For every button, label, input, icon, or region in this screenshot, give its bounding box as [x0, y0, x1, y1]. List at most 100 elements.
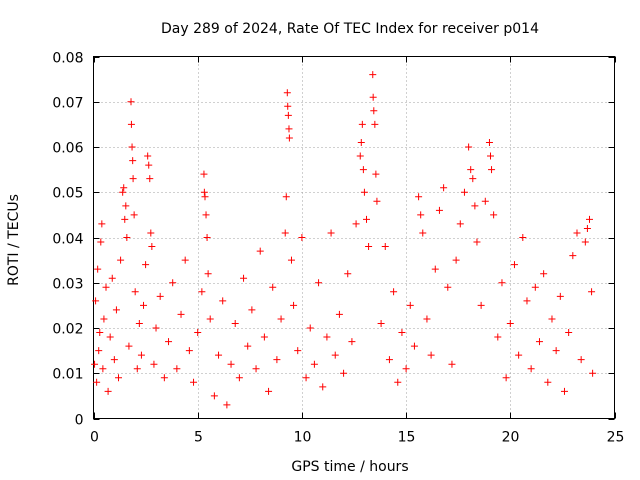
- data-point: [177, 310, 185, 318]
- data-point: [583, 224, 591, 232]
- data-point: [588, 288, 596, 296]
- data-point: [560, 387, 568, 395]
- data-point: [140, 301, 148, 309]
- x-tick-label: 20: [502, 430, 520, 446]
- data-point: [96, 329, 104, 337]
- data-point: [125, 342, 133, 350]
- data-point: [147, 229, 155, 237]
- data-point: [469, 175, 477, 183]
- x-axis-title: GPS time / hours: [291, 459, 408, 475]
- data-point: [165, 338, 173, 346]
- chart-title: Day 289 of 2024, Rate Of TEC Index for r…: [161, 21, 539, 37]
- data-point: [160, 374, 168, 382]
- data-point: [359, 166, 367, 174]
- data-point: [108, 274, 116, 282]
- data-point: [319, 383, 327, 391]
- data-point: [440, 184, 448, 192]
- data-point: [515, 351, 523, 359]
- data-point: [552, 347, 560, 355]
- data-point: [390, 288, 398, 296]
- data-point: [201, 193, 209, 201]
- data-point: [327, 229, 335, 237]
- data-point: [417, 211, 425, 219]
- data-point: [310, 360, 318, 368]
- data-point: [145, 161, 153, 169]
- y-tick-label: 0.02: [52, 322, 83, 338]
- data-point: [335, 310, 343, 318]
- data-point: [323, 333, 331, 341]
- data-point: [290, 301, 298, 309]
- data-point: [371, 120, 379, 128]
- data-point: [285, 125, 293, 133]
- data-point: [506, 319, 514, 327]
- data-point: [298, 234, 306, 241]
- data-point: [219, 297, 227, 305]
- data-point: [394, 378, 402, 386]
- data-point: [269, 283, 277, 291]
- data-point: [123, 234, 131, 241]
- data-point: [589, 369, 597, 377]
- data-point: [460, 188, 468, 196]
- data-point: [142, 261, 150, 269]
- data-point: [565, 329, 573, 337]
- data-point: [306, 324, 314, 332]
- data-point: [252, 365, 260, 373]
- data-point: [369, 93, 377, 101]
- data-point: [540, 270, 548, 278]
- data-point: [248, 306, 256, 314]
- data-point: [277, 315, 285, 323]
- data-point: [91, 360, 99, 368]
- data-point: [448, 360, 456, 368]
- data-point: [200, 170, 208, 178]
- data-point: [360, 188, 368, 196]
- data-point: [98, 220, 106, 228]
- y-tick-label: 0.04: [52, 232, 83, 248]
- data-point: [465, 143, 473, 151]
- data-point: [104, 387, 112, 395]
- grid-layer: [93, 56, 615, 419]
- y-tick-label: 0.05: [52, 186, 83, 202]
- data-point: [97, 238, 105, 246]
- data-point: [283, 89, 291, 97]
- data-point: [485, 138, 493, 146]
- data-point: [494, 333, 502, 341]
- data-point: [240, 274, 248, 282]
- data-point: [128, 143, 136, 151]
- data-point: [385, 356, 393, 364]
- data-point: [444, 283, 452, 291]
- data-point: [577, 356, 585, 364]
- data-point: [519, 234, 527, 241]
- data-point: [490, 211, 498, 219]
- data-point: [173, 365, 181, 373]
- data-point: [282, 193, 290, 201]
- data-point: [244, 342, 252, 350]
- y-axis-title: ROTI / TECUs: [6, 194, 22, 286]
- data-point: [427, 351, 435, 359]
- data-point: [358, 120, 366, 128]
- data-point: [133, 365, 141, 373]
- data-point: [357, 138, 365, 146]
- y-tick-label: 0.03: [52, 277, 83, 293]
- data-point: [315, 279, 323, 287]
- data-point: [294, 347, 302, 355]
- data-point: [573, 229, 581, 237]
- data-point: [473, 238, 481, 246]
- plot-frame: [93, 56, 615, 419]
- data-point: [93, 378, 101, 386]
- data-point: [260, 333, 268, 341]
- data-point: [256, 247, 264, 255]
- data-point: [273, 356, 281, 364]
- x-tick-label: 25: [607, 430, 625, 446]
- data-point: [231, 319, 239, 327]
- data-point: [227, 360, 235, 368]
- data-point: [130, 211, 138, 219]
- y-tick-label: 0.01: [52, 367, 83, 383]
- data-point: [523, 297, 531, 305]
- data-point: [398, 329, 406, 337]
- data-point: [531, 283, 539, 291]
- data-point: [471, 202, 479, 210]
- data-point: [185, 347, 193, 355]
- x-tick-label: 0: [90, 430, 99, 446]
- data-point: [215, 351, 223, 359]
